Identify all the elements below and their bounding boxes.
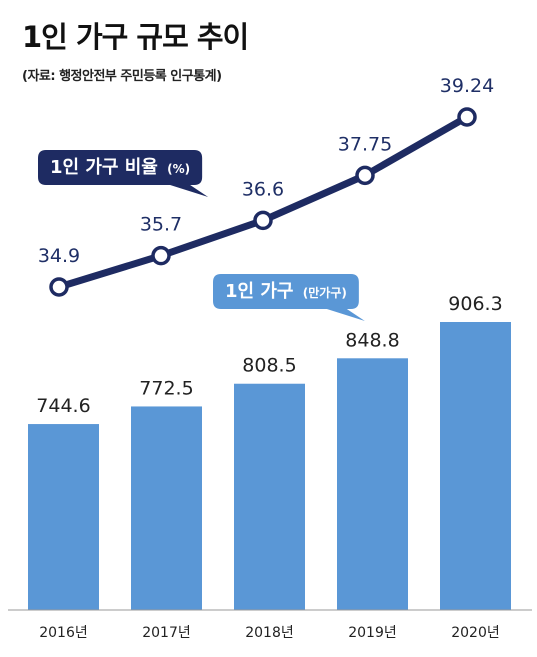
legend-count-unit: (만가구) xyxy=(303,285,347,300)
line-value-label-4: 37.75 xyxy=(338,133,392,155)
x-tick-label-2: 2017년 xyxy=(142,625,191,641)
svg-text:1인 가구 비율 (%): 1인 가구 비율 (%) xyxy=(50,157,190,178)
x-tick-label-5: 2020년 xyxy=(451,625,500,641)
svg-text:1인 가구 (만가구): 1인 가구 (만가구) xyxy=(225,281,347,302)
bar-3 xyxy=(234,383,305,610)
legend-ratio-label: 1인 가구 비율 xyxy=(50,157,158,178)
x-tick-label-1: 2016년 xyxy=(39,625,88,641)
bar-1 xyxy=(28,424,99,610)
ratio-line xyxy=(55,113,471,291)
line-value-label-1: 34.9 xyxy=(38,245,80,267)
chart-title: 1인 가구 규모 추이 xyxy=(22,20,249,54)
line-value-label-3: 36.6 xyxy=(242,178,284,200)
bar-4 xyxy=(337,358,408,610)
legend-count-label: 1인 가구 xyxy=(225,281,293,302)
x-tick-label-4: 2019년 xyxy=(348,625,397,641)
line-value-label-5: 39.24 xyxy=(440,75,494,97)
bar-value-label-5: 906.3 xyxy=(448,293,502,315)
legend-ratio-unit: (%) xyxy=(167,162,190,176)
chart-subtitle: (자료: 행정안전부 주민등록 인구통계) xyxy=(22,69,222,84)
line-point-4 xyxy=(355,165,375,186)
bar-value-label-4: 848.8 xyxy=(345,329,399,351)
bar-2 xyxy=(131,406,202,610)
line-point-5 xyxy=(457,107,477,127)
bar-value-label-3: 808.5 xyxy=(242,355,296,377)
legend-count-callout: 1인 가구 (만가구) xyxy=(213,274,365,321)
line-point-2 xyxy=(151,245,171,266)
x-tick-label-3: 2018년 xyxy=(245,625,294,641)
bar-value-label-2: 772.5 xyxy=(139,377,193,399)
legend-ratio-callout: 1인 가구 비율 (%) xyxy=(38,150,209,197)
line-value-label-2: 35.7 xyxy=(140,214,182,236)
line-point-3 xyxy=(253,210,273,231)
line-point-1 xyxy=(49,277,69,297)
bar-5 xyxy=(440,322,511,610)
bar-value-label-1: 744.6 xyxy=(36,395,90,417)
